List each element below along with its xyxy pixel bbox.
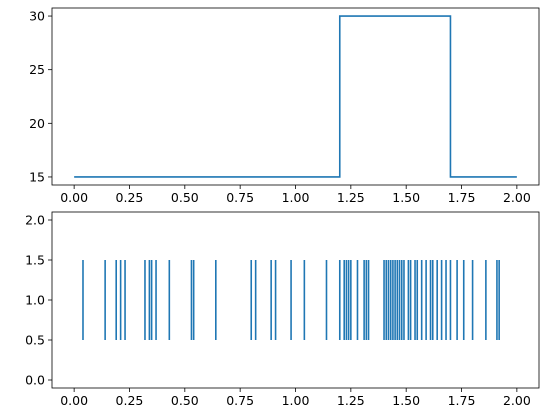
bottom-x-tick-label: 1.75 bbox=[448, 393, 476, 408]
top-x-tick-label: 1.50 bbox=[392, 190, 420, 205]
top-y-tick-label: 15 bbox=[29, 169, 45, 184]
bottom-y-tick-label: 0.5 bbox=[25, 333, 45, 348]
bottom-x-tick-label: 1.50 bbox=[392, 393, 420, 408]
step-line-chart: 0.00 0.25 0.50 0.75 1.00 1.25 1.50 1.75 2.00 15 20… bbox=[29, 7, 540, 205]
top-x-tick-label: 0.75 bbox=[226, 190, 254, 205]
top-y-tick-label: 20 bbox=[29, 116, 45, 131]
bottom-y-tick-label: 2.0 bbox=[25, 213, 45, 228]
top-x-tick-label: 2.00 bbox=[503, 190, 531, 205]
top-x-tick-label: 0.00 bbox=[60, 190, 88, 205]
bottom-x-tick-label: 2.00 bbox=[503, 393, 531, 408]
bottom-x-tick-label: 0.50 bbox=[171, 393, 199, 408]
bottom-x-tick-label: 0.25 bbox=[116, 393, 144, 408]
bottom-y-tick-label: 1.5 bbox=[25, 253, 45, 268]
top-x-tick-label: 0.50 bbox=[171, 190, 199, 205]
top-x-tick-label: 1.00 bbox=[282, 190, 310, 205]
bottom-x-tick-label: 0.75 bbox=[226, 393, 254, 408]
bottom-x-tick-label: 1.00 bbox=[282, 393, 310, 408]
bottom-y-tick-label: 0.0 bbox=[25, 373, 45, 388]
top-x-tick-label: 1.25 bbox=[337, 190, 365, 205]
top-axes-frame bbox=[51, 7, 540, 186]
top-y-tick-label: 30 bbox=[29, 9, 45, 24]
top-y-tick-label: 25 bbox=[29, 62, 45, 77]
event-plot-chart: 0.00 0.25 0.50 0.75 1.00 1.25 1.50 1.75 2.00 0.0 0… bbox=[25, 211, 540, 408]
bottom-x-tick-label: 0.00 bbox=[60, 393, 88, 408]
top-x-tick-label: 0.25 bbox=[116, 190, 144, 205]
top-x-tick-label: 1.75 bbox=[448, 190, 476, 205]
bottom-x-tick-label: 1.25 bbox=[337, 393, 365, 408]
bottom-y-tick-label: 1.0 bbox=[25, 293, 45, 308]
step-series-line bbox=[74, 15, 517, 178]
